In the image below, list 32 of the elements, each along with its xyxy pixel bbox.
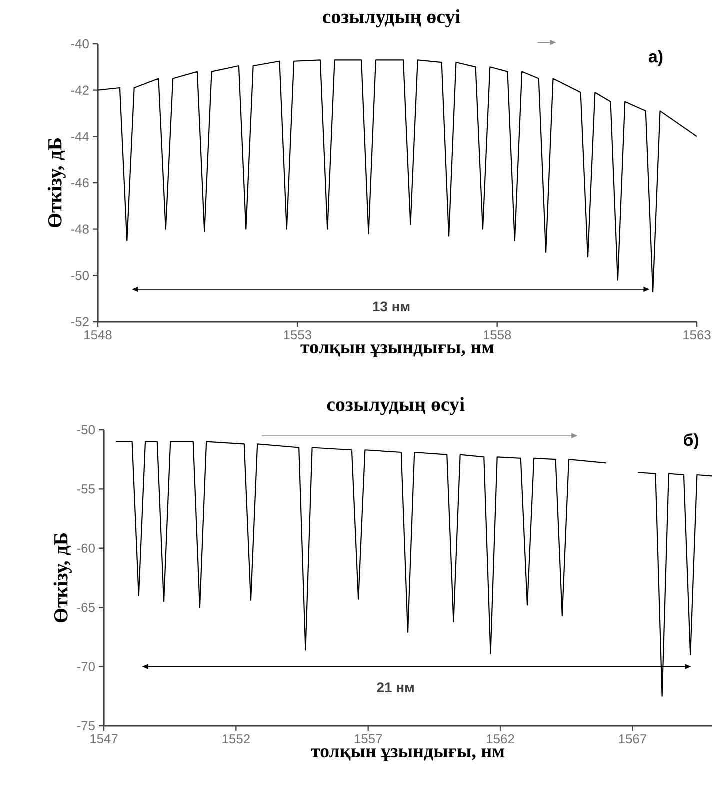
annotation: 21 нм — [377, 682, 414, 692]
y-tick-label: -52 — [71, 317, 89, 327]
x-tick-label: 1563 — [684, 330, 711, 340]
y-tick-label: -75 — [77, 721, 95, 731]
x-tick-label: 1553 — [284, 330, 312, 340]
y-tick-label: -55 — [77, 484, 95, 494]
y-tick-label: -70 — [77, 662, 95, 672]
x-tick-label: 1567 — [619, 734, 646, 744]
x-axis-title: толқын ұзындығы, нм — [311, 748, 504, 762]
y-tick-label: -50 — [77, 425, 95, 435]
y-axis-title: Өткізу, дБ — [48, 138, 66, 228]
y-axis-title: Өткізу, дБ — [54, 533, 72, 623]
y-tick-label: -42 — [71, 86, 89, 95]
x-tick-label: 1562 — [487, 734, 514, 744]
x-tick-label: 1557 — [354, 734, 382, 744]
chart-title: созылудың өсуі — [327, 397, 465, 416]
x-tick-label: 1548 — [84, 330, 112, 340]
x-tick-label: 1558 — [484, 330, 512, 340]
x-axis-title: толқын ұзындығы, нм — [300, 344, 494, 358]
y-tick-label: -60 — [77, 544, 95, 553]
y-tick-label: -44 — [71, 132, 90, 142]
y-tick-label: -46 — [71, 178, 89, 188]
y-tick-label: -50 — [71, 271, 89, 280]
y-tick-label: -65 — [77, 603, 95, 612]
y-tick-label: -40 — [71, 39, 89, 49]
annotation: б) — [684, 434, 699, 450]
annotation: 13 нм — [373, 302, 410, 312]
chart-title: созылудың өсуі — [323, 9, 460, 28]
annotation: а) — [648, 50, 663, 66]
x-tick-label: 1547 — [90, 734, 118, 744]
y-tick-label: -48 — [71, 224, 89, 234]
x-tick-label: 1552 — [222, 734, 250, 744]
